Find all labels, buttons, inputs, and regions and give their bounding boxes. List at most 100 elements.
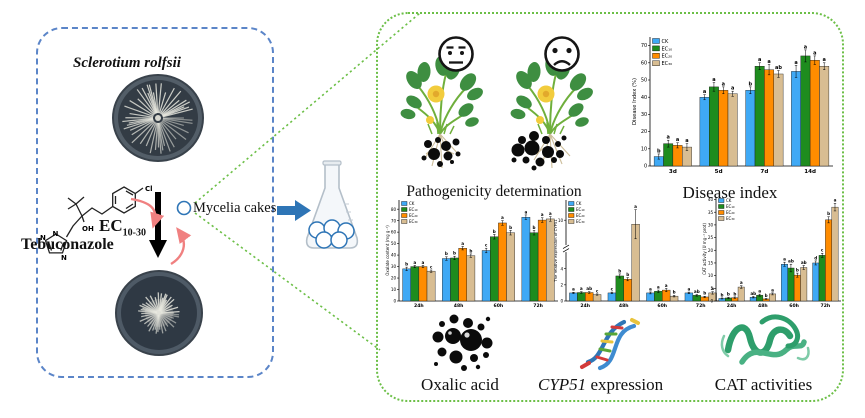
- svg-text:CK: CK: [662, 39, 669, 45]
- svg-text:a: a: [834, 198, 837, 203]
- svg-text:ab: ab: [788, 259, 794, 264]
- svg-text:a: a: [703, 89, 706, 95]
- svg-text:CAT activity (U mg⁻¹ prot): CAT activity (U mg⁻¹ prot): [702, 223, 707, 275]
- svg-text:b: b: [827, 211, 830, 216]
- oxalic-acid-label: Oxalic acid: [421, 375, 499, 394]
- petri-dish-colony-large-icon: [112, 74, 204, 162]
- pathogenicity-label: Pathogenicity determination: [406, 183, 582, 200]
- sclerotia-cluster-left: [421, 137, 461, 167]
- svg-text:24h: 24h: [580, 303, 590, 309]
- svg-text:20: 20: [708, 248, 714, 253]
- svg-text:a: a: [676, 137, 679, 143]
- svg-text:b: b: [509, 225, 512, 230]
- compound-name: Tebuconazole: [21, 236, 114, 253]
- svg-text:0: 0: [394, 299, 397, 304]
- svg-text:EC₁₀: EC₁₀: [726, 204, 735, 209]
- cat-activities-label: CAT activities: [714, 375, 813, 394]
- neutral-face-icon: [438, 36, 474, 72]
- pathogenicity-illustration: [398, 36, 597, 171]
- svg-text:a: a: [722, 81, 725, 87]
- svg-text:72h: 72h: [696, 303, 706, 309]
- svg-text:ab: ab: [750, 291, 756, 296]
- svg-text:a: a: [783, 257, 786, 262]
- species-title: Sclerotium rolfsii: [73, 55, 181, 71]
- svg-text:a: a: [794, 60, 797, 66]
- svg-text:a: a: [524, 209, 527, 214]
- svg-text:48h: 48h: [454, 303, 464, 309]
- svg-text:c: c: [596, 288, 599, 293]
- svg-text:a: a: [685, 138, 688, 144]
- svg-text:60h: 60h: [789, 303, 799, 309]
- svg-text:EC₂₀: EC₂₀: [662, 54, 673, 60]
- healthy-plant-illustration: [398, 53, 487, 169]
- svg-text:70: 70: [391, 218, 397, 223]
- svg-text:b: b: [796, 267, 799, 272]
- svg-text:c: c: [821, 248, 824, 253]
- oxalic-acid-chart: 0 10 20 30 40 50 60 70 80 Oxalate content (mg g⁻¹…: [385, 200, 558, 309]
- svg-text:ab: ab: [801, 260, 807, 265]
- svg-text:3d: 3d: [669, 169, 677, 175]
- cat-activity-chart: 0 5 10 15 20 25 30 35 40 CAT activity (U mg⁻¹ pro…: [702, 197, 841, 309]
- svg-text:25: 25: [708, 235, 714, 240]
- svg-text:10: 10: [708, 273, 714, 278]
- tebuconazole-structure: Cl OH N N N: [40, 185, 153, 262]
- svg-text:40: 40: [708, 197, 714, 202]
- dna-helix-icon: [580, 318, 640, 371]
- svg-text:b: b: [657, 148, 661, 154]
- cat-protein-icon: [720, 314, 810, 365]
- disease-index-chart: 0 10 20 30 40 50 60 70 Disease Index (%) 3d 5d 7d 14…: [632, 37, 833, 175]
- svg-text:b: b: [453, 251, 456, 256]
- svg-text:a: a: [657, 284, 660, 289]
- svg-text:a: a: [572, 287, 575, 292]
- svg-text:60: 60: [641, 60, 647, 66]
- svg-text:70: 70: [641, 43, 647, 49]
- svg-text:Oxalate content (mg g⁻¹): Oxalate content (mg g⁻¹): [385, 225, 390, 276]
- svg-text:Disease Index (%): Disease Index (%): [632, 78, 638, 125]
- svg-text:40: 40: [391, 253, 397, 258]
- svg-text:CK: CK: [576, 201, 582, 206]
- svg-text:EC₃₀: EC₃₀: [409, 219, 418, 224]
- svg-text:b: b: [749, 81, 753, 87]
- svg-text:b: b: [626, 272, 629, 277]
- svg-text:20: 20: [391, 276, 397, 281]
- svg-text:a: a: [580, 286, 583, 291]
- svg-text:50: 50: [391, 241, 397, 246]
- svg-text:a: a: [758, 57, 761, 63]
- svg-text:30: 30: [391, 264, 397, 269]
- svg-text:c: c: [430, 264, 433, 269]
- svg-text:14d: 14d: [804, 169, 816, 175]
- svg-text:a: a: [813, 50, 816, 56]
- svg-text:50: 50: [641, 78, 647, 84]
- svg-text:a: a: [461, 241, 464, 246]
- svg-text:a: a: [767, 59, 770, 65]
- svg-text:10: 10: [391, 287, 397, 292]
- svg-text:60h: 60h: [494, 303, 504, 309]
- svg-text:ab: ab: [694, 289, 700, 294]
- svg-text:b: b: [721, 292, 724, 297]
- svg-text:a: a: [758, 289, 761, 294]
- svg-text:10: 10: [641, 146, 647, 152]
- svg-text:a: a: [771, 287, 774, 292]
- svg-text:24h: 24h: [727, 303, 737, 309]
- svg-text:a: a: [634, 204, 637, 209]
- svg-text:40: 40: [641, 95, 647, 101]
- svg-text:48h: 48h: [619, 303, 629, 309]
- svg-text:a: a: [413, 260, 416, 265]
- svg-text:20: 20: [641, 129, 647, 135]
- svg-text:EC₂₀: EC₂₀: [576, 213, 585, 218]
- n3-atom-label: N: [61, 254, 67, 262]
- mycelia-cakes-label: Mycelia cakes: [193, 200, 277, 216]
- svg-text:EC₂₀: EC₂₀: [409, 213, 418, 218]
- svg-text:ab: ab: [775, 65, 782, 71]
- n2-atom-label: N: [40, 234, 46, 242]
- svg-text:60h: 60h: [657, 303, 667, 309]
- oh-atom-label: OH: [82, 225, 94, 233]
- svg-text:EC₃₀: EC₃₀: [576, 219, 585, 224]
- svg-text:a: a: [665, 283, 668, 288]
- svg-text:30: 30: [641, 112, 647, 118]
- cl-atom-label: Cl: [145, 185, 153, 193]
- svg-text:0: 0: [711, 299, 714, 304]
- svg-text:72h: 72h: [821, 303, 831, 309]
- svg-text:a: a: [541, 212, 544, 217]
